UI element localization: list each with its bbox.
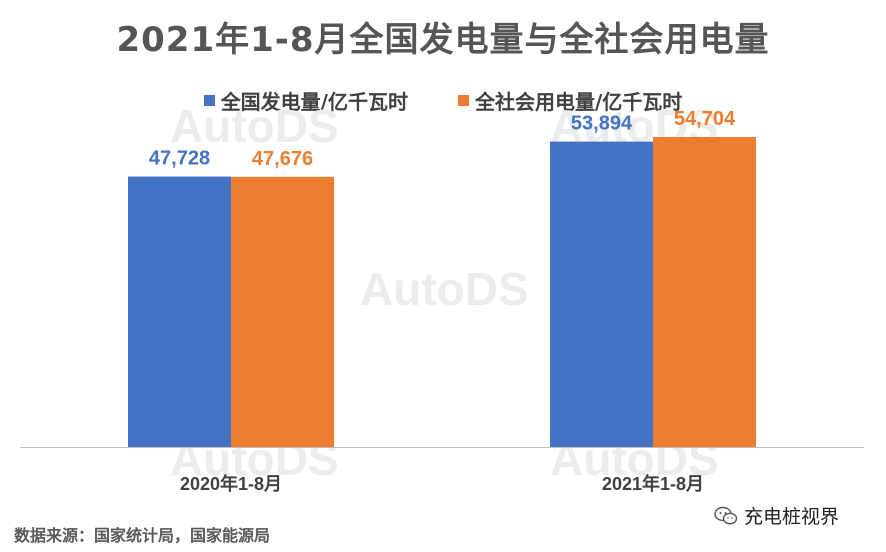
legend-item-power-consumption: 全社会用电量/亿千瓦时 bbox=[458, 86, 682, 115]
bar-power-generation-1 bbox=[550, 141, 653, 448]
legend-item-power-generation: 全国发电量/亿千瓦时 bbox=[203, 86, 408, 115]
x-tick-label-0: 2020年1-8月 bbox=[180, 473, 282, 494]
bar-power-consumption-0 bbox=[231, 176, 334, 447]
brand-name: 充电桩视界 bbox=[744, 506, 840, 528]
watermark-0: AutoDS bbox=[170, 100, 339, 152]
watermark-1: AutoDS bbox=[360, 263, 529, 315]
data-label-power-generation-1: 53,894 bbox=[571, 113, 633, 135]
data-label-power-consumption-1: 54,704 bbox=[674, 108, 736, 130]
data-label-power-consumption-0: 47,676 bbox=[252, 148, 313, 170]
brand: 充电桩视界 bbox=[714, 502, 839, 529]
bar-power-consumption-1 bbox=[653, 137, 756, 447]
legend-label-power-generation: 全国发电量/亿千瓦时 bbox=[220, 90, 408, 114]
bar-power-generation-0 bbox=[128, 176, 231, 448]
legend-swatch-power-consumption bbox=[458, 95, 469, 106]
chart-title: 2021年1-8月全国发电量与全社会用电量 bbox=[116, 20, 770, 60]
wechat-icon bbox=[714, 506, 738, 524]
legend: 全国发电量/亿千瓦时 全社会用电量/亿千瓦时 bbox=[0, 86, 886, 115]
legend-label-power-consumption: 全社会用电量/亿千瓦时 bbox=[475, 90, 683, 114]
source-note: 数据来源：国家统计局，国家能源局 bbox=[14, 526, 271, 545]
x-tick-label-1: 2021年1-8月 bbox=[602, 473, 704, 494]
data-label-power-generation-0: 47,728 bbox=[149, 148, 210, 170]
legend-swatch-power-generation bbox=[203, 95, 215, 106]
